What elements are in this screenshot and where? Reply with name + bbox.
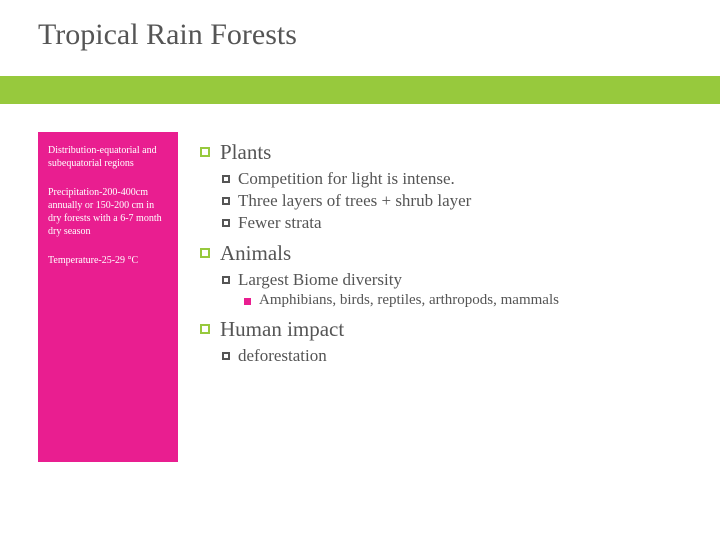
main-content: Plants Competition for light is intense.…: [200, 140, 700, 368]
bullet-l1-icon: [200, 324, 210, 334]
bullet-l1-icon: [200, 147, 210, 157]
sidebar-para: Distribution-equatorial and subequatoria…: [48, 144, 168, 170]
list-item: Fewer strata: [222, 213, 700, 233]
sidebar-para: Temperature-25-29 °C: [48, 254, 168, 267]
heading-text: Human impact: [220, 317, 344, 342]
item-text: Largest Biome diversity: [238, 270, 402, 290]
bullet-l2-icon: [222, 197, 230, 205]
bullet-l2-icon: [222, 175, 230, 183]
heading-text: Animals: [220, 241, 291, 266]
sidebar-box: Distribution-equatorial and subequatoria…: [38, 132, 178, 462]
slide-title: Tropical Rain Forests: [38, 18, 297, 52]
section-heading: Plants: [200, 140, 700, 165]
item-text: Competition for light is intense.: [238, 169, 455, 189]
bullet-l2-icon: [222, 276, 230, 284]
accent-bar: [0, 76, 720, 104]
list-item: deforestation: [222, 346, 700, 366]
subitem-text: Amphibians, birds, reptiles, arthropods,…: [259, 292, 559, 309]
item-text: deforestation: [238, 346, 327, 366]
bullet-l3-icon: [244, 298, 251, 305]
bullet-l2-icon: [222, 219, 230, 227]
list-subitem: Amphibians, birds, reptiles, arthropods,…: [244, 292, 700, 309]
section-heading: Human impact: [200, 317, 700, 342]
heading-text: Plants: [220, 140, 271, 165]
item-text: Fewer strata: [238, 213, 322, 233]
list-item: Competition for light is intense.: [222, 169, 700, 189]
list-item: Three layers of trees + shrub layer: [222, 191, 700, 211]
list-item: Largest Biome diversity: [222, 270, 700, 290]
section-heading: Animals: [200, 241, 700, 266]
bullet-l1-icon: [200, 248, 210, 258]
item-text: Three layers of trees + shrub layer: [238, 191, 471, 211]
sidebar-para: Precipitation-200-400cm annually or 150-…: [48, 186, 168, 238]
bullet-l2-icon: [222, 352, 230, 360]
